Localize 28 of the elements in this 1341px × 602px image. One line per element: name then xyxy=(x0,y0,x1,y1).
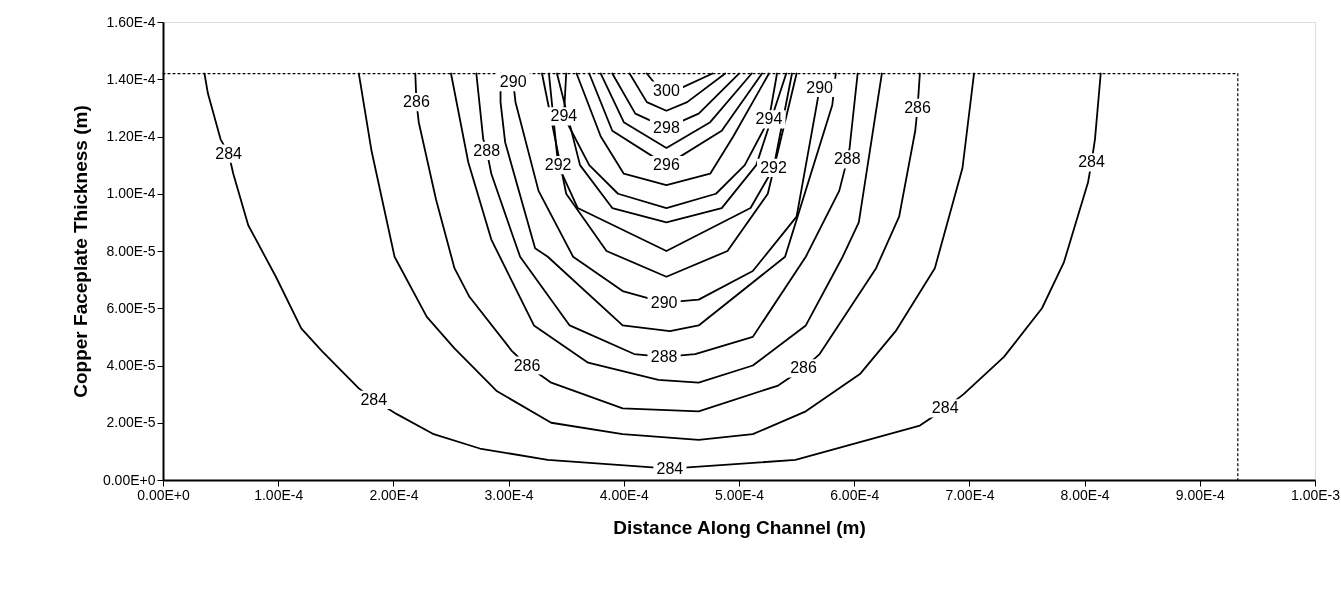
annotation: 284 xyxy=(215,144,243,162)
x-tick-label: 7.00E-4 xyxy=(945,486,995,503)
annotation: 288 xyxy=(833,150,861,168)
y-axis-title: Copper Faceplate Thickness (m) xyxy=(69,105,91,398)
x-tick-label: 6.00E-4 xyxy=(830,486,880,503)
x-tick-label: 1.00E-3 xyxy=(1290,486,1341,503)
y-tick-label: 6.00E-5 xyxy=(106,299,156,316)
x-axis-title: Distance Along Channel (m) xyxy=(613,516,866,538)
x-tick-label: 9.00E-4 xyxy=(1175,486,1226,503)
y-tick-label: 1.60E-4 xyxy=(106,13,156,30)
x-tick-label: 1.00E-4 xyxy=(254,486,304,503)
x-tick-label: 0.00E+0 xyxy=(137,486,190,503)
annotation: 286 xyxy=(403,93,430,111)
y-tick-label: 1.20E-4 xyxy=(106,128,156,144)
x-tick-label: 2.00E-4 xyxy=(369,486,419,503)
y-tick-label: 4.00E-5 xyxy=(106,357,156,373)
y-tick-label: 1.40E-4 xyxy=(106,70,156,87)
annotation: 288 xyxy=(473,141,501,159)
annotation: 286 xyxy=(904,98,932,116)
y-tick-label: 8.00E-5 xyxy=(106,242,156,259)
annotation: 284 xyxy=(1078,153,1105,171)
x-tick-label: 3.00E-4 xyxy=(484,486,534,503)
x-tick-label: 4.00E-4 xyxy=(599,486,650,503)
x-tick-label: 5.00E-4 xyxy=(714,486,765,503)
x-tick-label: 8.00E-4 xyxy=(1060,486,1110,503)
y-tick-label: 0.00E+0 xyxy=(102,471,156,488)
y-tick-label: 1.00E-4 xyxy=(106,185,156,202)
y-tick-label: 2.00E-5 xyxy=(106,414,156,431)
